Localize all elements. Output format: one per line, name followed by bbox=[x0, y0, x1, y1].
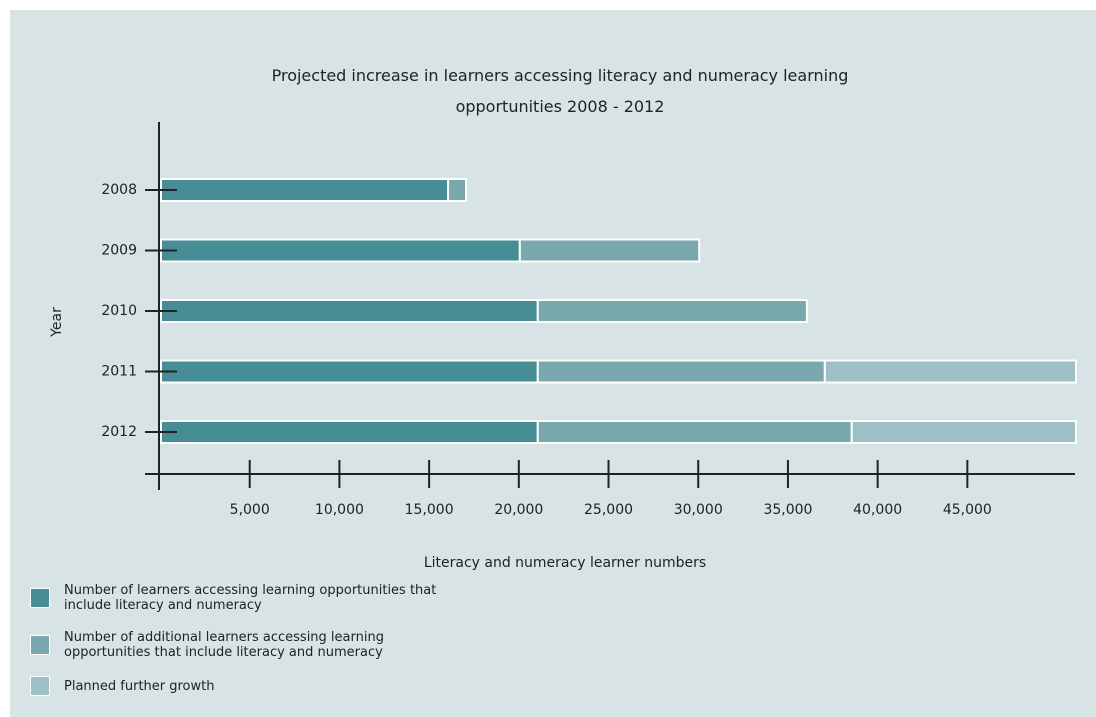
x-tick-label: 35,000 bbox=[763, 502, 812, 518]
x-tick-label: 15,000 bbox=[405, 502, 454, 518]
x-tick-label: 30,000 bbox=[674, 502, 723, 518]
bar-segment bbox=[160, 238, 521, 263]
y-axis-label: Year bbox=[49, 307, 65, 338]
legend-item: Number of additional learners accessing … bbox=[30, 630, 454, 660]
legend-label: Planned further growth bbox=[64, 678, 215, 694]
bar-segment bbox=[850, 420, 1077, 444]
legend-swatch bbox=[30, 588, 50, 608]
x-tick-label: 25,000 bbox=[584, 502, 633, 518]
y-tick-label: 2011 bbox=[101, 364, 137, 380]
legend-swatch bbox=[30, 676, 50, 696]
x-tick-label: 10,000 bbox=[315, 502, 364, 518]
y-tick-label: 2012 bbox=[101, 424, 137, 440]
bar-segment bbox=[536, 359, 826, 384]
bar-segment bbox=[823, 359, 1078, 384]
bar-segment bbox=[160, 420, 539, 444]
x-tick-label: 5,000 bbox=[230, 502, 270, 518]
bar-segment bbox=[518, 238, 701, 263]
y-tick-label: 2009 bbox=[101, 243, 137, 259]
bar-segment bbox=[536, 299, 808, 323]
legend-label: Number of learners accessing learning op… bbox=[64, 583, 437, 613]
bar-segment bbox=[160, 299, 539, 323]
y-tick-label: 2008 bbox=[101, 182, 137, 198]
legend-label: Number of additional learners accessing … bbox=[64, 630, 384, 660]
legend-swatch bbox=[30, 635, 50, 655]
bar-segment bbox=[160, 359, 539, 384]
bar-segment bbox=[160, 178, 450, 202]
bar-segment bbox=[536, 420, 853, 444]
x-tick-label: 40,000 bbox=[853, 502, 902, 518]
y-tick-label: 2010 bbox=[101, 303, 137, 319]
x-axis-label: Literacy and numeracy learner numbers bbox=[424, 555, 706, 571]
legend-item: Planned further growth bbox=[30, 676, 454, 696]
x-tick-label: 45,000 bbox=[943, 502, 992, 518]
chart-title: Projected increase in learners accessing… bbox=[271, 66, 849, 116]
legend-item: Number of learners accessing learning op… bbox=[30, 583, 454, 613]
bar-segment bbox=[447, 178, 468, 202]
x-tick-label: 20,000 bbox=[494, 502, 543, 518]
